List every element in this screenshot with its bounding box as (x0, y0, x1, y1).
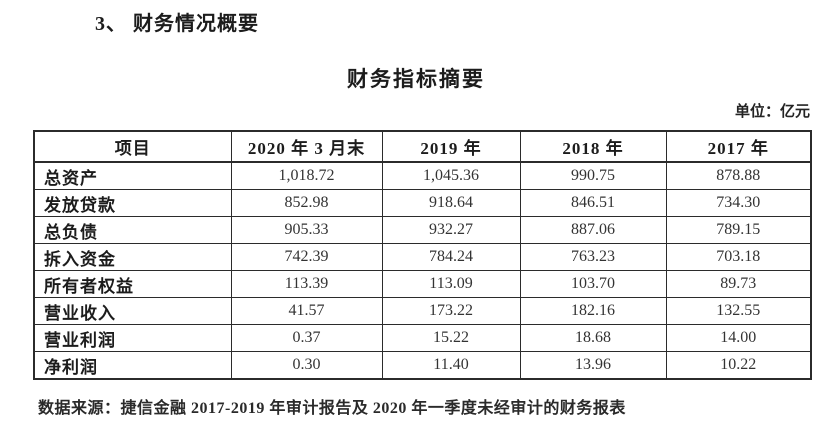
table-cell: 182.16 (519, 297, 667, 325)
table-cell: 0.37 (230, 324, 383, 352)
table-cell: 990.75 (519, 161, 667, 190)
row-label: 总负债 (33, 216, 232, 244)
table-cell: 113.09 (381, 270, 521, 298)
table-cell: 703.18 (665, 243, 812, 271)
table-row: 拆入资金 742.39 784.24 763.23 703.18 (33, 243, 812, 271)
table-cell: 113.39 (230, 270, 383, 298)
column-header-2018: 2018 年 (519, 130, 667, 163)
table-cell: 10.22 (665, 351, 812, 380)
unit-label: 单位：亿元 (734, 104, 810, 120)
table-cell: 932.27 (381, 216, 521, 244)
table-row: 总负债 905.33 932.27 887.06 789.15 (33, 216, 812, 244)
table-cell: 846.51 (519, 189, 667, 217)
table-cell: 905.33 (230, 216, 383, 244)
section-heading: 3、 财务情况概要 (95, 13, 259, 35)
table-row: 营业利润 0.37 15.22 18.68 14.00 (33, 324, 812, 352)
table-header-row: 项目 2020 年 3 月末 2019 年 2018 年 2017 年 (33, 130, 812, 163)
table-row: 发放贷款 852.98 918.64 846.51 734.30 (33, 189, 812, 217)
table-cell: 784.24 (381, 243, 521, 271)
table-cell: 18.68 (519, 324, 667, 352)
column-header-2019: 2019 年 (381, 130, 521, 163)
row-label: 拆入资金 (33, 243, 232, 271)
table-cell: 878.88 (665, 161, 812, 190)
table-row: 总资产 1,018.72 1,045.36 990.75 878.88 (33, 161, 812, 190)
column-header-2020q1: 2020 年 3 月末 (230, 130, 383, 163)
table-cell: 173.22 (381, 297, 521, 325)
table-row: 营业收入 41.57 173.22 182.16 132.55 (33, 297, 812, 325)
table-cell: 13.96 (519, 351, 667, 380)
table-cell: 103.70 (519, 270, 667, 298)
table-row: 净利润 0.30 11.40 13.96 10.22 (33, 351, 812, 380)
table-cell: 89.73 (665, 270, 812, 298)
row-label: 所有者权益 (33, 270, 232, 298)
table-cell: 1,045.36 (381, 161, 521, 190)
table-cell: 1,018.72 (230, 161, 383, 190)
table-title: 财务指标摘要 (347, 67, 485, 91)
table-cell: 763.23 (519, 243, 667, 271)
table-cell: 742.39 (230, 243, 383, 271)
table-cell: 11.40 (381, 351, 521, 380)
table-cell: 14.00 (665, 324, 812, 352)
column-header-2017: 2017 年 (665, 130, 812, 163)
table-cell: 132.55 (665, 297, 812, 325)
table-cell: 887.06 (519, 216, 667, 244)
table-row: 所有者权益 113.39 113.09 103.70 89.73 (33, 270, 812, 298)
table-cell: 852.98 (230, 189, 383, 217)
table-cell: 918.64 (381, 189, 521, 217)
table-cell: 789.15 (665, 216, 812, 244)
financial-table: 项目 2020 年 3 月末 2019 年 2018 年 2017 年 总资产 … (33, 130, 812, 380)
row-label: 营业收入 (33, 297, 232, 325)
row-label: 净利润 (33, 351, 232, 380)
table-cell: 0.30 (230, 351, 383, 380)
table-cell: 15.22 (381, 324, 521, 352)
row-label: 发放贷款 (33, 189, 232, 217)
table-cell: 41.57 (230, 297, 383, 325)
table-cell: 734.30 (665, 189, 812, 217)
column-header-item: 项目 (33, 130, 232, 163)
row-label: 总资产 (33, 161, 232, 190)
row-label: 营业利润 (33, 324, 232, 352)
source-note: 数据来源：捷信金融 2017-2019 年审计报告及 2020 年一季度未经审计… (38, 400, 626, 417)
